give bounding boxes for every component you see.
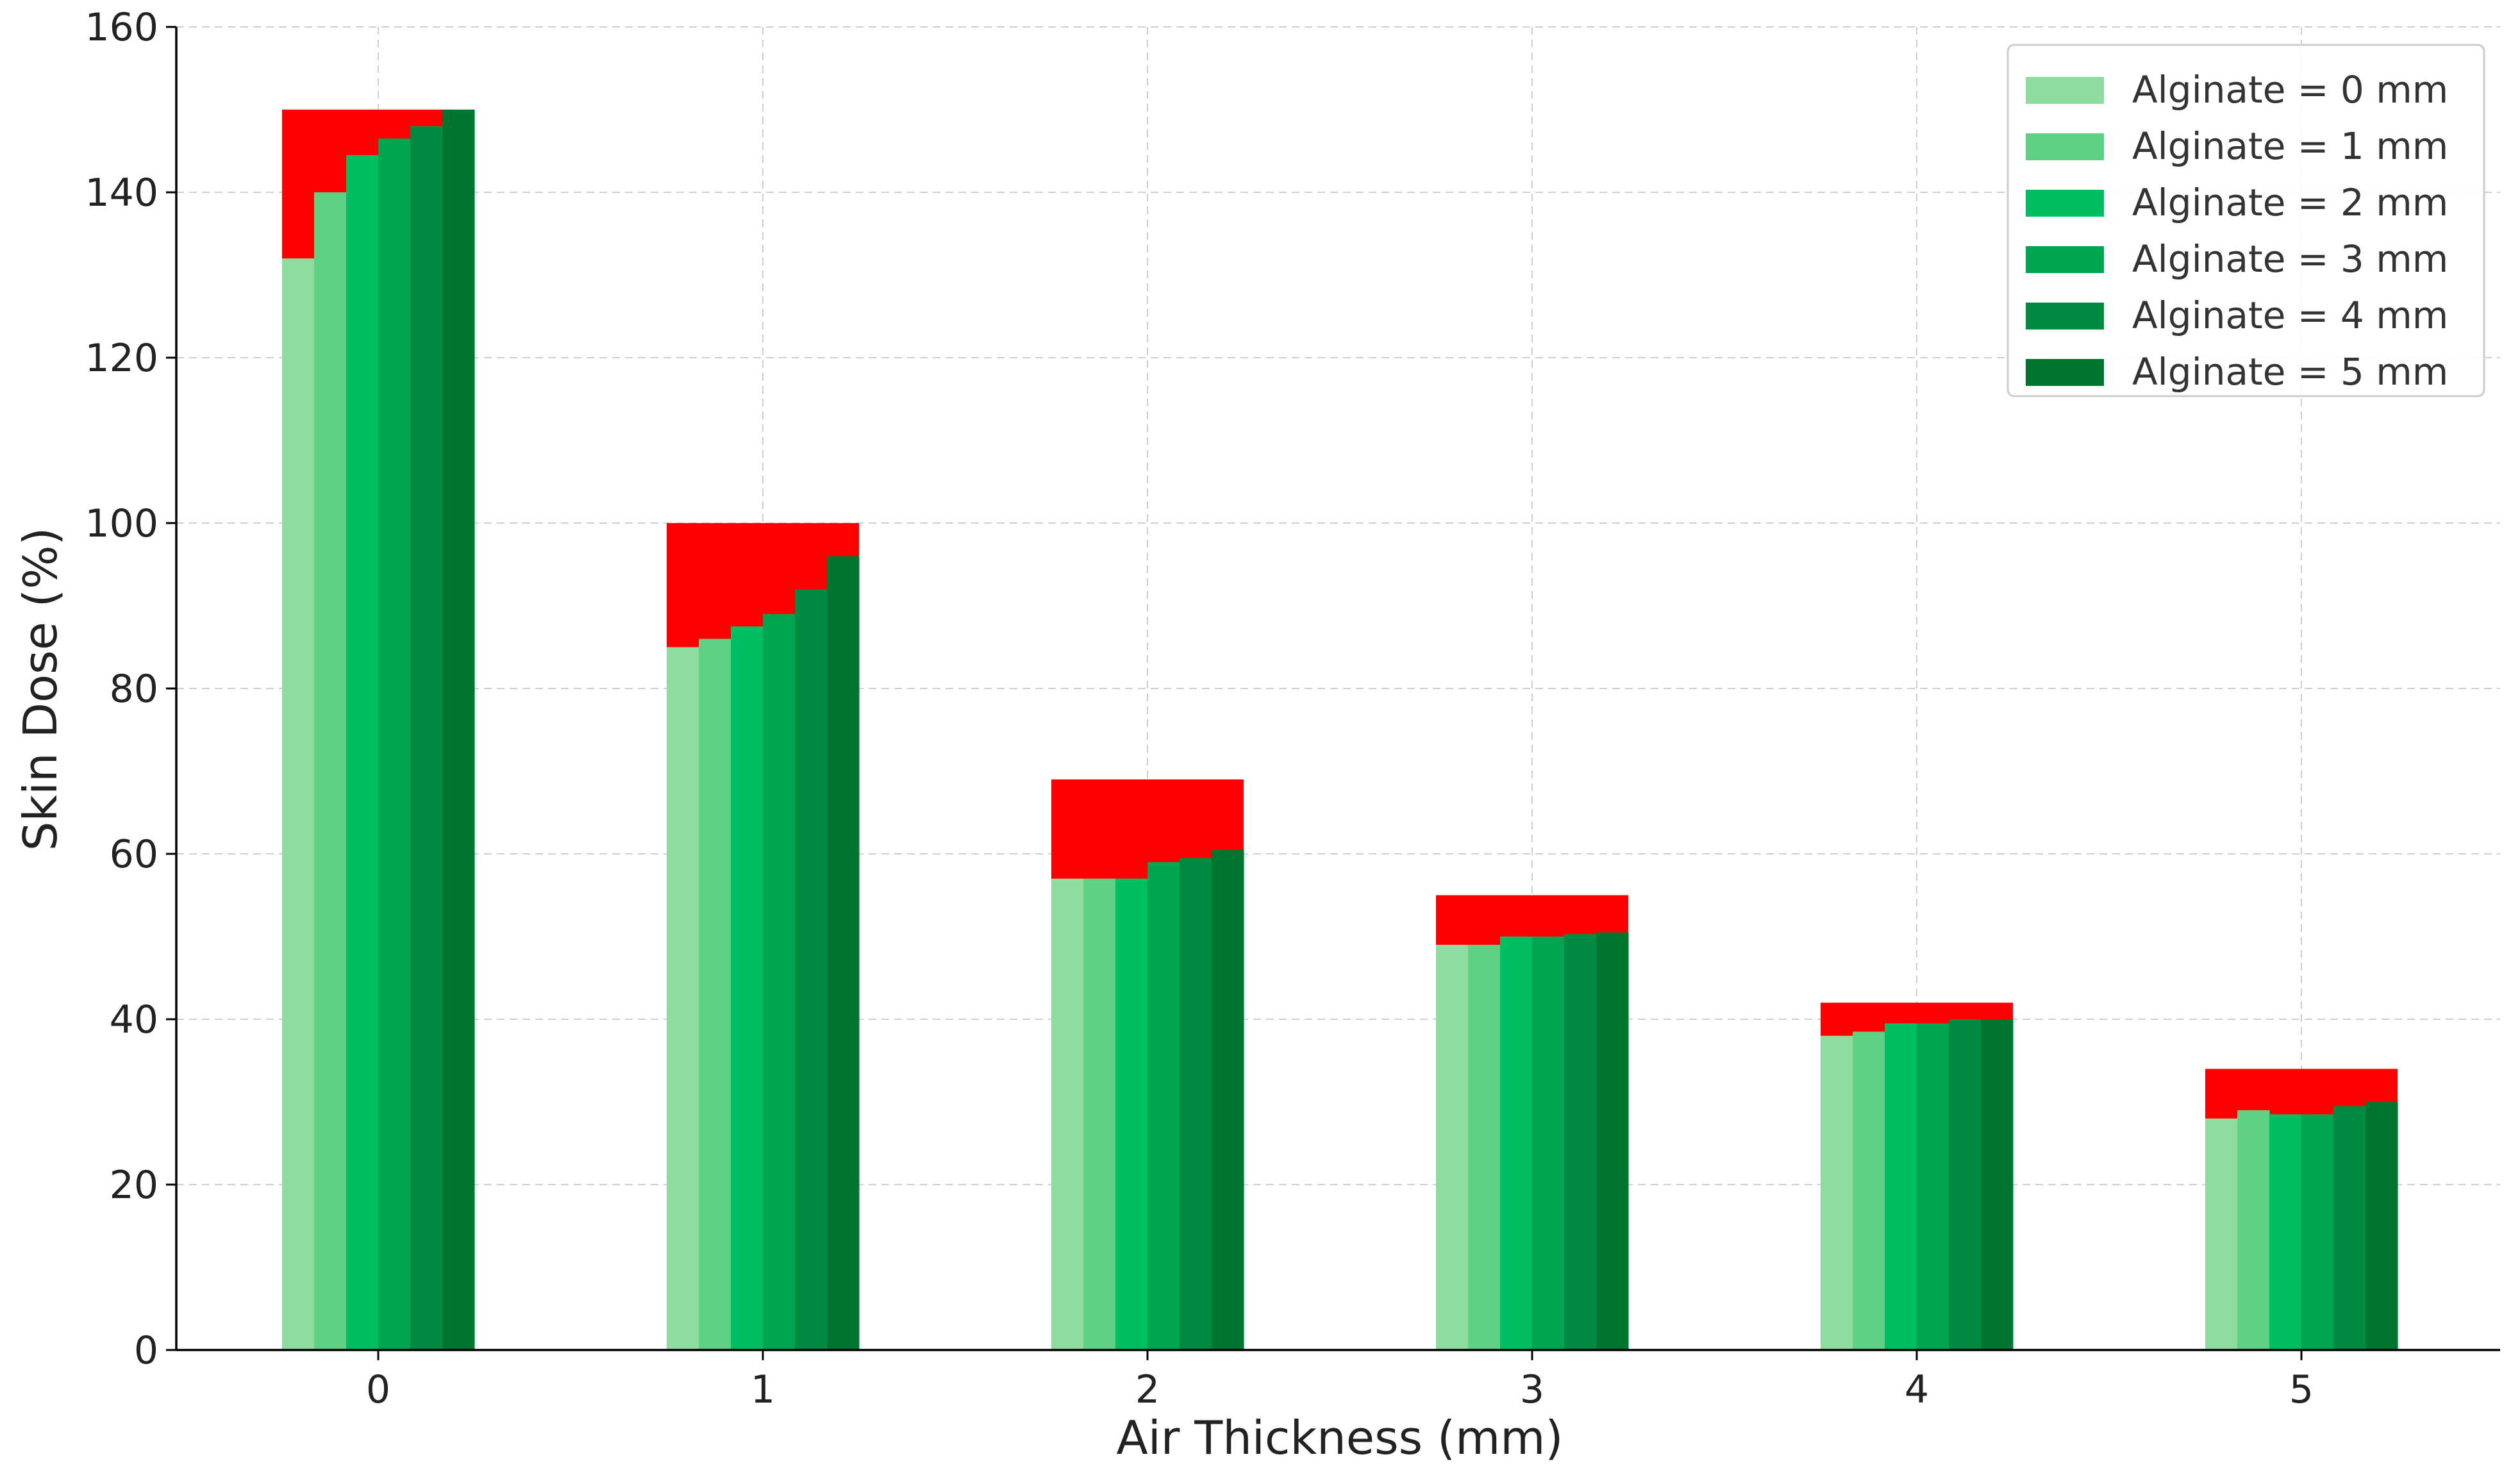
bar-alginate-1 xyxy=(1853,1031,1885,1350)
bar-alginate-1 xyxy=(1468,944,1501,1350)
bar-alginate-2 xyxy=(1115,878,1148,1350)
y-tick-label: 100 xyxy=(85,501,158,546)
bar-alginate-1 xyxy=(314,192,347,1350)
bar-alginate-2 xyxy=(346,154,379,1351)
bar-alginate-5 xyxy=(827,556,860,1350)
legend-label: Alginate = 2 mm xyxy=(2132,181,2448,224)
bar-alginate-0 xyxy=(282,258,315,1351)
x-tick-label: 5 xyxy=(2289,1367,2314,1412)
bar-alginate-0 xyxy=(2205,1118,2238,1350)
legend-swatch xyxy=(2026,77,2104,104)
bar-alginate-5 xyxy=(442,110,475,1350)
legend-label: Alginate = 0 mm xyxy=(2132,68,2448,112)
axes xyxy=(166,26,2500,1360)
y-tick-label: 140 xyxy=(85,171,158,215)
legend-swatch xyxy=(2026,303,2104,329)
tick-labels: 0 20 40 60 80 100 120 140 160 0 1 2 3 4 5 xyxy=(85,5,2314,1412)
bar-alginate-3 xyxy=(378,138,411,1350)
bar-alginate-2 xyxy=(2269,1114,2302,1350)
x-tick-label: 2 xyxy=(1135,1367,1160,1412)
legend-swatch xyxy=(2026,246,2104,273)
x-tick-label: 3 xyxy=(1520,1367,1544,1412)
y-tick-label: 120 xyxy=(85,336,158,381)
bar-alginate-3 xyxy=(2301,1114,2334,1350)
y-tick-label: 20 xyxy=(110,1163,158,1208)
bar-alginate-3 xyxy=(1147,862,1180,1350)
bar-alginate-3 xyxy=(1532,937,1565,1350)
bar-alginate-2 xyxy=(1885,1023,1917,1350)
bar-alginate-0 xyxy=(667,647,699,1350)
bar-alginate-4 xyxy=(1949,1019,1982,1350)
bar-alginate-4 xyxy=(795,589,828,1351)
legend-label: Alginate = 4 mm xyxy=(2132,294,2448,337)
legend-label: Alginate = 5 mm xyxy=(2132,350,2448,394)
x-tick-label: 4 xyxy=(1905,1367,1929,1412)
bars xyxy=(282,110,2398,1351)
bar-alginate-4 xyxy=(1564,934,1597,1350)
bar-alginate-4 xyxy=(410,126,443,1350)
y-tick-label: 40 xyxy=(110,997,158,1042)
y-axis-label: Skin Dose (%) xyxy=(13,528,67,851)
bar-alginate-0 xyxy=(1821,1035,1853,1350)
x-tick-label: 1 xyxy=(751,1367,775,1412)
legend-frame xyxy=(2007,44,2485,397)
x-axis-label: Air Thickness (mm) xyxy=(1117,1411,1564,1465)
y-tick-label: 60 xyxy=(110,832,158,877)
bar-alginate-1 xyxy=(699,638,731,1350)
bar-alginate-5 xyxy=(1981,1019,2014,1350)
bar-alginate-4 xyxy=(1180,858,1212,1350)
legend-swatch xyxy=(2026,133,2104,160)
y-tick-label: 160 xyxy=(85,5,158,50)
legend-label: Alginate = 3 mm xyxy=(2132,237,2448,281)
bar-alginate-2 xyxy=(731,626,764,1350)
bar-alginate-4 xyxy=(2333,1106,2366,1350)
bar-alginate-1 xyxy=(2237,1110,2270,1350)
bar-alginate-2 xyxy=(1500,937,1533,1350)
bar-alginate-0 xyxy=(1051,878,1084,1350)
bar-alginate-5 xyxy=(1212,849,1244,1350)
legend-swatch xyxy=(2026,359,2104,386)
bar-alginate-0 xyxy=(1436,944,1469,1350)
bar-alginate-5 xyxy=(1596,932,1629,1350)
bar-alginate-3 xyxy=(763,613,796,1350)
x-tick-label: 0 xyxy=(366,1367,390,1412)
bar-alginate-3 xyxy=(1917,1023,1949,1350)
y-tick-label: 0 xyxy=(134,1328,158,1373)
y-tick-label: 80 xyxy=(110,667,158,712)
bar-alginate-5 xyxy=(2366,1102,2398,1350)
legend: Alginate = 0 mm Alginate = 1 mm Alginate =… xyxy=(2007,44,2485,397)
legend-label: Alginate = 1 mm xyxy=(2132,124,2448,168)
legend-swatch xyxy=(2026,190,2104,217)
bar-alginate-1 xyxy=(1083,878,1116,1350)
